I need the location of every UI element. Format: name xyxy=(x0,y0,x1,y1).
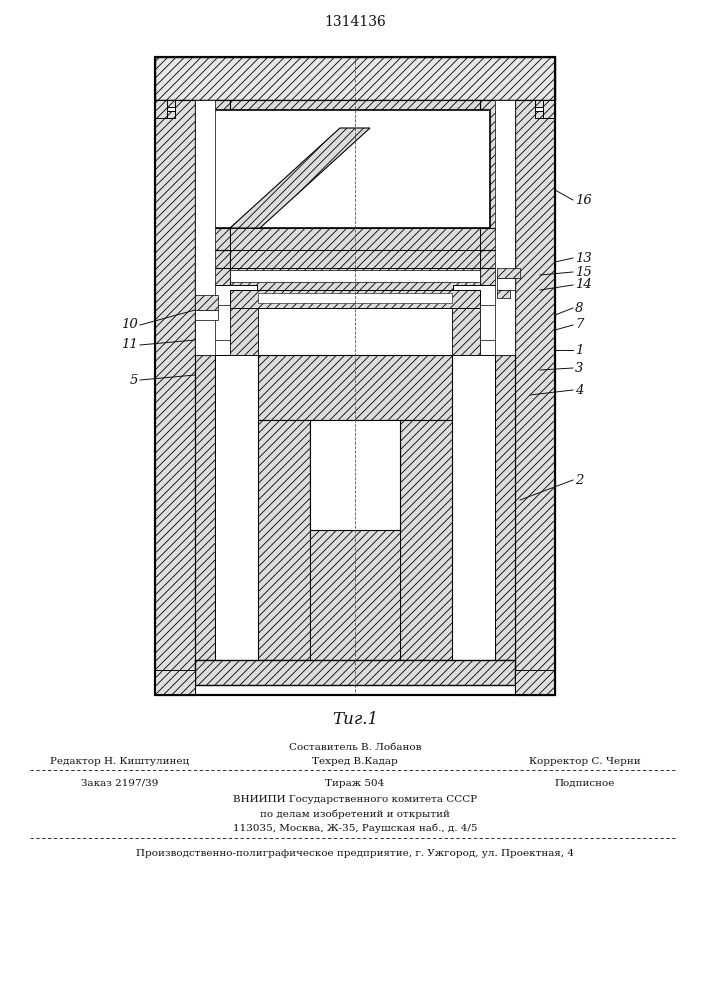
Text: 8: 8 xyxy=(575,302,583,314)
Bar xyxy=(310,420,400,530)
Bar xyxy=(535,100,555,118)
Bar xyxy=(480,268,515,355)
Bar xyxy=(230,290,480,308)
Bar xyxy=(480,228,515,250)
Text: 4: 4 xyxy=(575,383,583,396)
Bar xyxy=(480,305,497,340)
Bar xyxy=(167,100,175,107)
Bar xyxy=(400,420,452,660)
Text: 1314136: 1314136 xyxy=(324,15,386,29)
Text: 113035, Москва, Ж-35, Раушская наб., д. 4/5: 113035, Москва, Ж-35, Раушская наб., д. … xyxy=(233,823,477,833)
Bar xyxy=(543,100,555,118)
Bar xyxy=(453,285,497,355)
Text: 14: 14 xyxy=(575,278,592,292)
Bar xyxy=(230,268,480,290)
Bar xyxy=(195,355,215,660)
Text: Тираж 504: Тираж 504 xyxy=(325,778,385,788)
Bar xyxy=(155,100,167,118)
Bar xyxy=(535,100,543,107)
Text: Составитель В. Лобанов: Составитель В. Лобанов xyxy=(288,744,421,752)
Text: Подписное: Подписное xyxy=(555,778,615,788)
Text: 13: 13 xyxy=(575,251,592,264)
Bar xyxy=(195,100,230,285)
Bar xyxy=(155,57,555,695)
Bar xyxy=(215,355,258,660)
Bar xyxy=(195,660,515,685)
Text: 16: 16 xyxy=(575,194,592,207)
Bar xyxy=(230,290,258,355)
Text: 10: 10 xyxy=(121,318,138,332)
Bar xyxy=(155,57,555,695)
Bar xyxy=(230,100,480,128)
Bar xyxy=(480,100,515,285)
Bar xyxy=(310,530,400,660)
Bar xyxy=(515,670,555,695)
Text: Техред В.Кадар: Техред В.Кадар xyxy=(312,758,398,766)
Text: 2: 2 xyxy=(575,474,583,487)
Text: 5: 5 xyxy=(129,373,138,386)
Bar xyxy=(480,250,515,295)
Bar xyxy=(195,100,215,355)
Bar xyxy=(230,228,480,250)
Bar xyxy=(155,670,195,695)
Bar xyxy=(195,310,218,320)
Bar xyxy=(515,100,555,695)
Text: 7: 7 xyxy=(575,318,583,332)
Bar xyxy=(195,268,230,355)
Bar xyxy=(155,100,175,118)
Bar xyxy=(213,305,230,340)
Bar xyxy=(230,270,480,282)
Bar xyxy=(535,111,543,118)
Bar xyxy=(452,355,495,660)
Text: Τиг.1: Τиг.1 xyxy=(332,712,378,728)
Text: 15: 15 xyxy=(575,265,592,278)
Bar xyxy=(230,250,480,268)
Bar xyxy=(195,228,230,250)
Bar xyxy=(495,355,515,660)
Bar xyxy=(213,285,257,355)
Text: ВНИИПИ Государственного комитета СССР: ВНИИПИ Государственного комитета СССР xyxy=(233,796,477,804)
Polygon shape xyxy=(230,128,370,228)
Text: 11: 11 xyxy=(121,338,138,352)
Text: Редактор Н. Киштулинец: Редактор Н. Киштулинец xyxy=(50,758,189,766)
Bar xyxy=(213,110,490,228)
Bar xyxy=(195,250,230,295)
Bar xyxy=(155,100,195,695)
Bar xyxy=(167,111,175,118)
Bar xyxy=(495,100,515,355)
Bar xyxy=(497,268,520,278)
Text: 1: 1 xyxy=(575,344,583,357)
Bar xyxy=(452,290,480,355)
Bar xyxy=(155,57,555,100)
Text: Производственно-полиграфическое предприятие, г. Ужгород, ул. Проектная, 4: Производственно-полиграфическое предприя… xyxy=(136,848,574,857)
Text: Заказ 2197/39: Заказ 2197/39 xyxy=(81,778,158,788)
Bar xyxy=(497,290,510,298)
Bar xyxy=(258,420,310,660)
Text: 3: 3 xyxy=(575,361,583,374)
Bar xyxy=(195,295,218,310)
Bar xyxy=(258,355,452,420)
Text: по делам изобретений и открытий: по делам изобретений и открытий xyxy=(260,809,450,819)
Bar xyxy=(497,278,515,290)
Bar xyxy=(258,293,452,303)
Text: Корректор С. Черни: Корректор С. Черни xyxy=(529,758,641,766)
